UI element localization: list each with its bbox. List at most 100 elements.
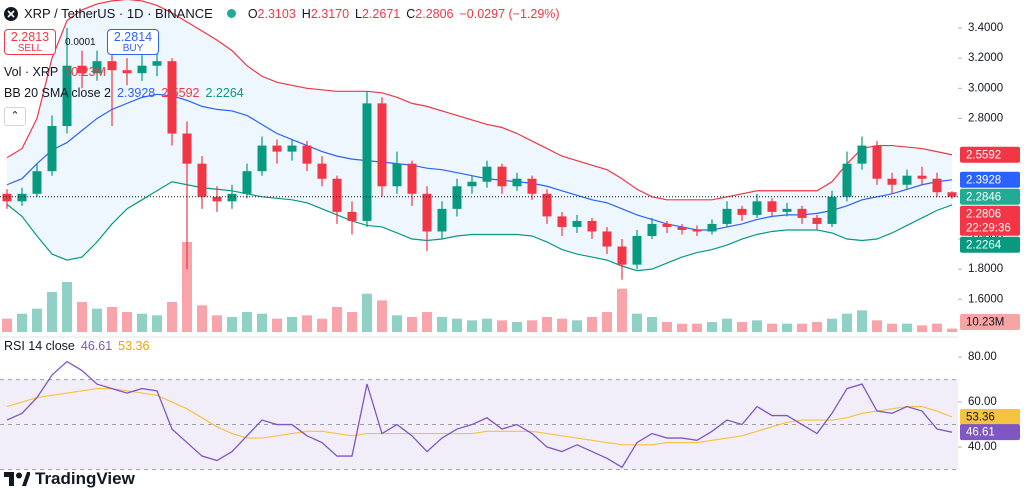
- candle-body: [377, 103, 387, 187]
- volume-bar: [2, 318, 12, 332]
- collapse-button[interactable]: ⌃: [4, 107, 26, 126]
- market-status: [226, 9, 236, 18]
- spread: 0.0001: [65, 37, 96, 48]
- y-tick-label: 3.4000: [968, 22, 1003, 34]
- rsi-line: [6, 360, 953, 469]
- candle-body: [767, 201, 777, 212]
- candle-body: [467, 181, 477, 187]
- rsi-legend: RSI 14 close 46.61 53.36: [4, 339, 149, 353]
- volume-bar: [722, 318, 732, 332]
- volume-bar: [932, 323, 942, 332]
- volume-bar: [437, 317, 447, 332]
- sell-button[interactable]: 2.2813 SELL: [4, 29, 56, 55]
- candle-body: [362, 103, 372, 221]
- change: −0.0297 (−1.29%): [459, 6, 560, 21]
- buy-label: BUY: [122, 43, 144, 54]
- volume-bar: [707, 322, 717, 332]
- y-tick-label: 3.2000: [968, 52, 1003, 64]
- volume-bar: [782, 323, 792, 332]
- value: 2.3170: [310, 6, 350, 21]
- candle-body: [257, 145, 267, 172]
- price-badge: [960, 236, 1020, 253]
- candle-body: [827, 196, 837, 224]
- value: 2.3103: [257, 6, 296, 21]
- volume-bar: [677, 323, 687, 332]
- label: H: [301, 6, 311, 21]
- candle-body: [407, 163, 417, 194]
- candle-body: [302, 145, 312, 164]
- candle-body: [512, 178, 522, 187]
- candle-body: [617, 246, 627, 265]
- candle-body: [242, 171, 252, 194]
- volume-value: 10.23M: [64, 65, 106, 79]
- candle-body: [167, 61, 177, 134]
- volume-bar: [77, 302, 87, 332]
- y-tick-label: 1.6000: [968, 293, 1003, 305]
- volume-bar: [812, 322, 822, 332]
- rsi-name[interactable]: RSI 14 close: [4, 339, 75, 353]
- volume-bar: [212, 315, 222, 332]
- y-tick-label: 1.8000: [968, 263, 1003, 275]
- candle-body: [572, 220, 582, 227]
- rsi-tick-label: 40.00: [968, 441, 997, 453]
- price-badge: [960, 146, 1020, 163]
- volume-bar: [827, 318, 837, 332]
- candle-body: [692, 229, 702, 232]
- candle-body: [857, 145, 867, 164]
- candle-body: [77, 65, 87, 74]
- bb-name[interactable]: BB 20 SMA close 2: [4, 86, 112, 100]
- volume-bar: [497, 320, 507, 332]
- volume-legend: Vol · XRP 10.23M: [4, 65, 106, 79]
- volume-bar: [872, 320, 882, 332]
- rsi-badge: [960, 424, 1020, 441]
- price-badge: [960, 205, 1020, 236]
- buy-button[interactable]: 2.2814 BUY: [107, 29, 159, 55]
- candle-body: [227, 193, 237, 202]
- volume-bar: [947, 328, 957, 332]
- y-tick-label: 2.8000: [968, 112, 1003, 124]
- y-tick-label: 3.0000: [968, 82, 1003, 94]
- symbol-title[interactable]: XRP / TetherUS · 1D · BINANCE: [24, 6, 213, 21]
- candle-body: [797, 208, 807, 218]
- rsi-badge-label: 46.61: [966, 427, 995, 439]
- sell-price: 2.2813: [10, 30, 50, 44]
- volume-bar: [32, 308, 42, 332]
- bb-lower-line: [6, 181, 953, 272]
- volume-bar: [377, 300, 387, 332]
- candle-body: [887, 178, 897, 185]
- brand-name: TradingView: [35, 469, 135, 488]
- candle-body: [137, 65, 147, 74]
- candle-body: [752, 201, 762, 215]
- volume-bar: [557, 318, 567, 332]
- volume-bar: [407, 317, 417, 332]
- volume-bar: [137, 313, 147, 332]
- volume-bar: [242, 312, 252, 332]
- rsi-band: [0, 379, 958, 470]
- candle-body: [902, 175, 912, 185]
- ohlc-legend: O 2.3103 H 2.3170 L 2.2671 C 2.2806 −0.0297 …: [248, 7, 560, 21]
- volume-bar: [272, 318, 282, 332]
- candle-body: [947, 192, 957, 197]
- candle-body: [932, 178, 942, 193]
- candle-body: [587, 220, 597, 232]
- volume-bar: [542, 317, 552, 332]
- bb-middle-value: 2.3928: [117, 86, 156, 100]
- candle-body: [32, 171, 42, 194]
- volume-bar: [602, 312, 612, 332]
- rsi-badge-label: 53.36: [966, 412, 995, 424]
- candle-body: [557, 216, 567, 227]
- volume-bar: [302, 315, 312, 332]
- volume-bar: [692, 323, 702, 332]
- candle-body: [212, 196, 222, 202]
- candle-body: [62, 65, 72, 126]
- bb-middle-line: [6, 93, 953, 231]
- bb-upper-line: [6, 0, 953, 201]
- volume-bar: [512, 322, 522, 332]
- candle-body: [707, 223, 717, 232]
- volume-name[interactable]: Vol · XRP: [4, 65, 59, 79]
- volume-bar: [182, 242, 192, 332]
- volume-bar: [527, 320, 537, 332]
- volume-bar: [752, 320, 762, 332]
- candle-body: [47, 125, 57, 172]
